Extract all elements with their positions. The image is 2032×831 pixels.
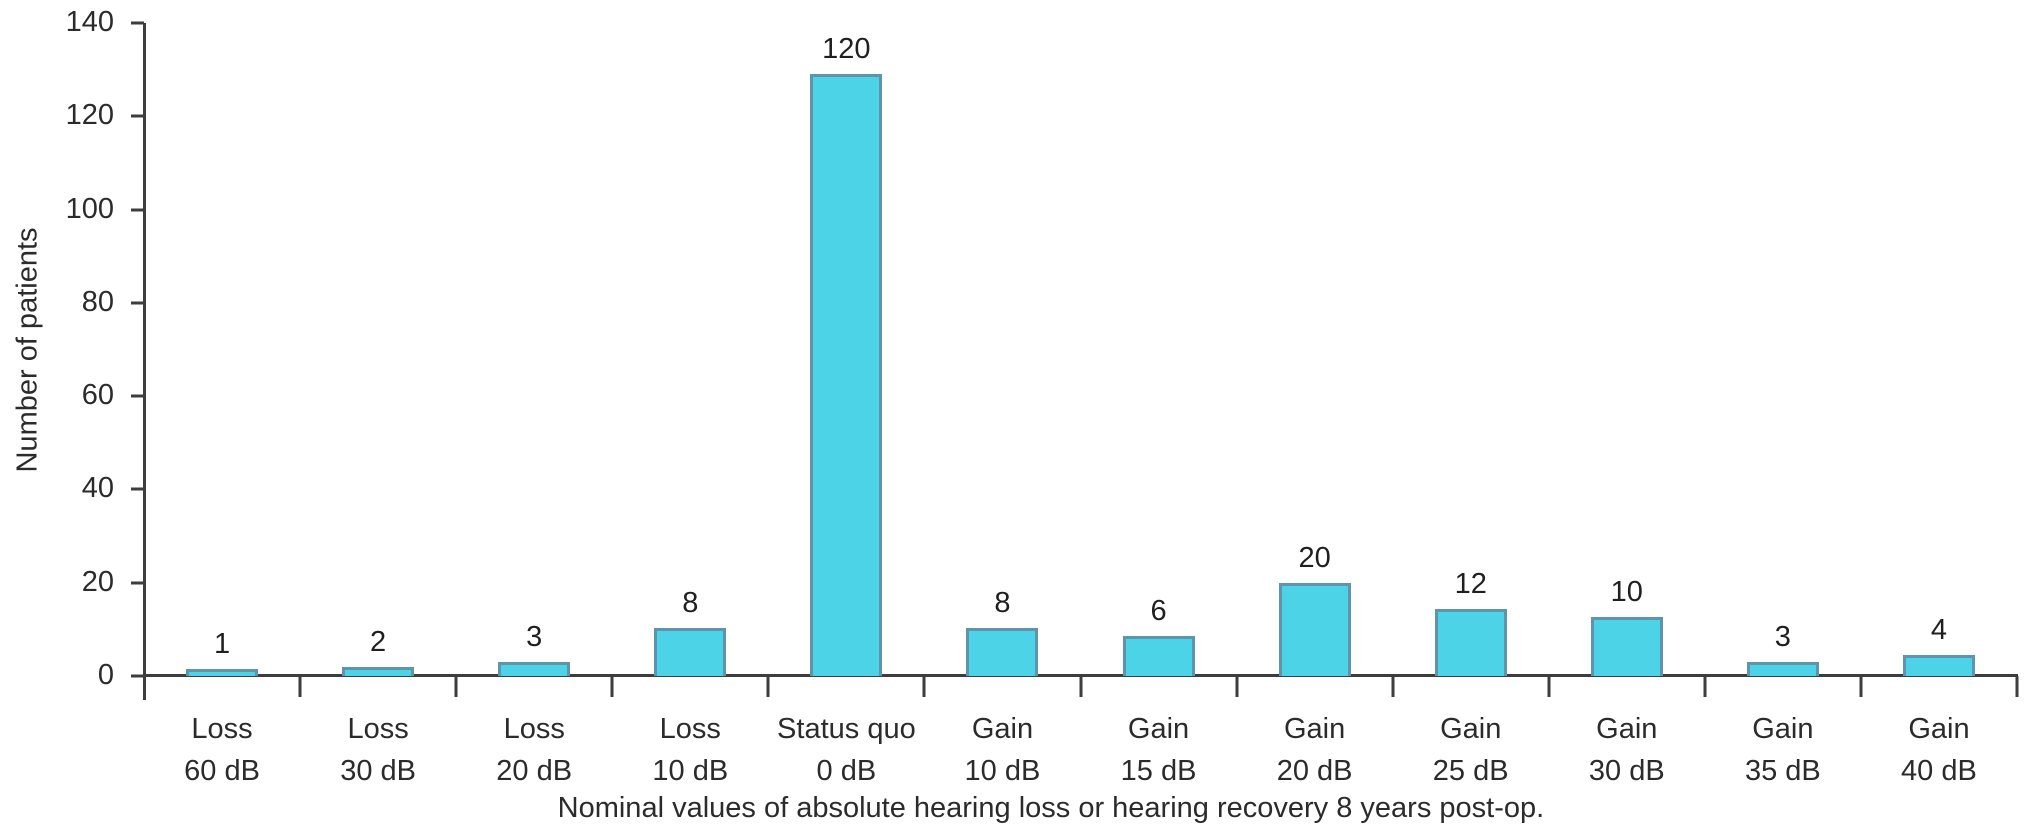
x-category-label: Gain 30 dB <box>1588 713 1665 788</box>
y-tick-label: 20 <box>81 565 114 598</box>
bar-value-label: 120 <box>822 33 871 66</box>
bar-value-label: 6 <box>1150 594 1167 627</box>
bar-gain-40-db <box>1902 655 1975 676</box>
y-tick-mark <box>131 487 144 491</box>
x-boundary-tick <box>1703 676 1707 697</box>
bar-gain-20-db <box>1278 582 1351 676</box>
y-axis-line <box>143 23 146 700</box>
x-boundary-tick <box>1547 676 1551 697</box>
bar-gain-25-db <box>1434 609 1507 676</box>
y-tick-mark <box>131 114 144 118</box>
x-category-label: Gain 40 dB <box>1901 713 1977 788</box>
x-boundary-tick <box>1391 676 1395 697</box>
bar-gain-15-db <box>1122 635 1195 676</box>
x-category-label: Status quo 0 dB <box>777 713 916 788</box>
x-category-label: Gain 25 dB <box>1432 713 1509 788</box>
bar-loss-30-db <box>342 666 415 676</box>
x-boundary-tick <box>1235 676 1239 697</box>
y-tick-label: 100 <box>65 192 114 225</box>
bar-value-label: 2 <box>370 625 387 658</box>
x-category-label: Gain 15 dB <box>1120 713 1197 788</box>
bar-value-label: 8 <box>682 586 699 619</box>
bar-value-label: 3 <box>1774 621 1791 654</box>
y-tick-label: 140 <box>65 5 114 38</box>
x-category-label: Loss 20 dB <box>496 713 573 788</box>
bar-loss-60-db <box>186 669 259 676</box>
x-boundary-tick <box>766 676 770 697</box>
x-category-label: Loss 30 dB <box>340 713 417 788</box>
x-category-label: Gain 10 dB <box>964 713 1041 788</box>
y-tick-mark <box>131 301 144 305</box>
x-boundary-tick <box>454 676 458 697</box>
x-boundary-tick <box>610 676 614 697</box>
y-axis-title: Number of patients <box>11 227 44 473</box>
bar-value-label: 4 <box>1930 614 1948 647</box>
x-axis-line <box>143 674 2018 677</box>
bar-loss-10-db <box>654 627 727 676</box>
x-category-label: Loss 60 dB <box>184 713 260 788</box>
bar-value-label: 20 <box>1298 541 1331 574</box>
x-boundary-tick <box>2015 676 2019 697</box>
y-tick-label: 120 <box>65 99 114 132</box>
y-tick-label: 40 <box>81 472 114 505</box>
bar-value-label: 3 <box>526 621 543 654</box>
x-boundary-tick <box>298 676 302 697</box>
x-category-label: Gain 20 dB <box>1276 713 1353 788</box>
x-axis-title: Nominal values of absolute hearing loss … <box>557 792 1545 824</box>
x-boundary-tick <box>922 676 926 697</box>
bar-status-quo-0-db <box>810 74 883 676</box>
bar-value-label: 12 <box>1454 568 1487 601</box>
bar-value-label: 8 <box>994 586 1011 619</box>
y-tick-label: 60 <box>81 379 114 412</box>
y-tick-mark <box>131 581 144 585</box>
bar-gain-35-db <box>1746 662 1819 676</box>
y-tick-label: 0 <box>97 658 114 691</box>
x-boundary-tick <box>1079 676 1082 697</box>
x-category-label: Loss 10 dB <box>652 713 729 788</box>
y-tick-mark <box>131 674 144 678</box>
plot-area: Nominal values of absolute hearing loss … <box>66 7 2019 824</box>
x-category-label: Gain 35 dB <box>1744 713 1821 788</box>
y-tick-mark <box>131 394 144 398</box>
bar-gain-10-db <box>966 627 1039 676</box>
bar-value-label: 1 <box>213 628 231 661</box>
y-tick-label: 80 <box>81 285 114 318</box>
x-boundary-tick <box>1859 676 1863 697</box>
bar-value-label: 10 <box>1610 576 1643 609</box>
bar-gain-30-db <box>1590 617 1663 676</box>
y-tick-mark <box>131 208 144 212</box>
bar-loss-20-db <box>498 662 571 676</box>
y-tick-mark <box>131 21 144 25</box>
